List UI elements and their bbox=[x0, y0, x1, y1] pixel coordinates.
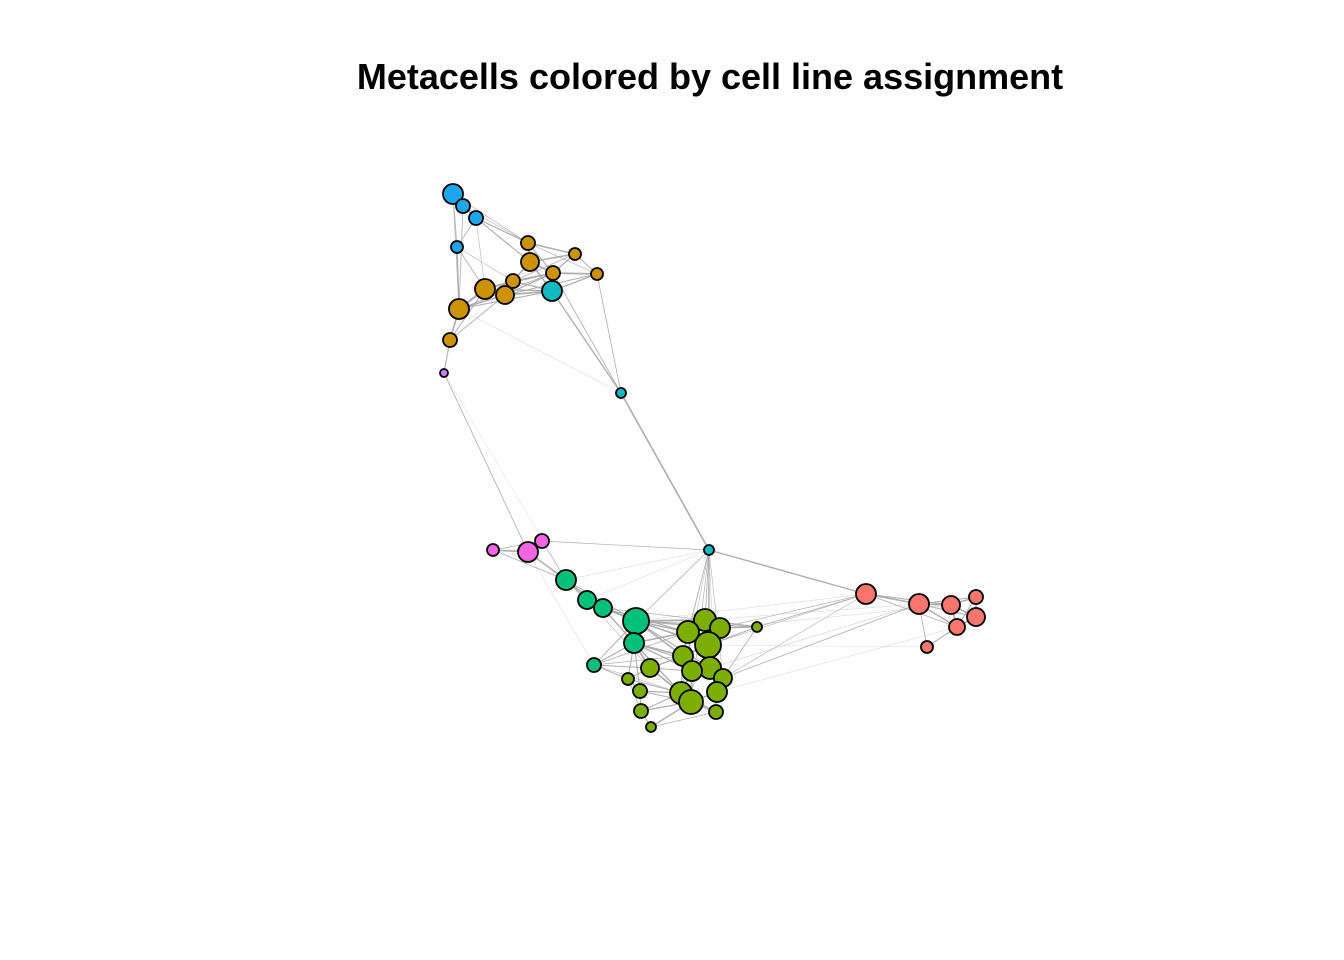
metacell-node-blue bbox=[455, 198, 471, 214]
graph-edge bbox=[593, 549, 710, 666]
graph-edge bbox=[722, 603, 920, 679]
graph-edge bbox=[458, 308, 622, 394]
graph-edge bbox=[620, 392, 710, 551]
metacell-node-salmon bbox=[966, 607, 986, 627]
metacell-node-olive bbox=[640, 658, 660, 678]
metacell-node-salmon bbox=[948, 618, 966, 636]
graph-edge bbox=[722, 626, 758, 679]
metacell-node-gold bbox=[568, 247, 582, 261]
metacell-node-gold bbox=[520, 252, 540, 272]
metacell-node-gold bbox=[590, 267, 604, 281]
graph-edge bbox=[709, 603, 920, 669]
graph-edge bbox=[458, 205, 464, 310]
metacell-node-blue bbox=[468, 210, 484, 226]
metacell-node-salmon bbox=[920, 640, 934, 654]
graph-edge bbox=[716, 626, 958, 693]
graph-edge bbox=[635, 620, 711, 669]
metacell-node-teal bbox=[541, 280, 563, 302]
graph-edge bbox=[527, 242, 576, 255]
graph-edge bbox=[492, 549, 567, 581]
metacell-node-salmon bbox=[941, 595, 961, 615]
metacell-node-gold bbox=[448, 298, 470, 320]
metacell-node-blue bbox=[450, 240, 464, 254]
graph-edge bbox=[708, 549, 724, 679]
metacell-node-olive bbox=[681, 660, 703, 682]
metacell-node-olive bbox=[621, 672, 635, 686]
graph-edge bbox=[586, 549, 710, 601]
metacell-node-magenta bbox=[517, 541, 539, 563]
graph-edge bbox=[475, 217, 486, 290]
graph-edge bbox=[593, 655, 684, 666]
graph-edge bbox=[551, 290, 622, 394]
metacell-node-olive bbox=[633, 703, 649, 719]
metacell-node-violet bbox=[439, 368, 449, 378]
metacell-node-salmon bbox=[908, 593, 930, 615]
metacell-node-gold bbox=[520, 235, 536, 251]
graph-edge bbox=[475, 217, 531, 263]
graph-edge bbox=[512, 253, 576, 282]
graph-edge bbox=[602, 607, 706, 621]
graph-edge bbox=[719, 593, 867, 629]
graph-edge bbox=[707, 593, 867, 646]
graph-edge bbox=[456, 246, 514, 282]
graph-nodes bbox=[439, 183, 986, 733]
metacell-node-olive bbox=[645, 721, 657, 733]
graph-edge bbox=[707, 644, 928, 648]
graph-edge bbox=[492, 540, 543, 551]
graph-edge bbox=[475, 217, 529, 244]
graph-edge bbox=[593, 664, 682, 694]
metacell-node-olive bbox=[708, 704, 724, 720]
graph-edge bbox=[708, 549, 867, 595]
graph-edge bbox=[756, 593, 867, 628]
chart-title: Metacells colored by cell line assignmen… bbox=[356, 56, 1064, 97]
metacell-node-teal bbox=[703, 544, 715, 556]
metacell-node-olive bbox=[751, 621, 763, 633]
metacell-node-olive bbox=[706, 681, 728, 703]
metacell-node-gold bbox=[495, 285, 515, 305]
metacell-node-green bbox=[586, 657, 602, 673]
graph-edge bbox=[865, 593, 952, 606]
metacell-node-gold bbox=[545, 265, 561, 281]
metacell-node-green bbox=[577, 590, 597, 610]
graph-edge bbox=[484, 288, 553, 292]
graph-edge bbox=[443, 372, 567, 581]
graph-edge bbox=[704, 603, 920, 621]
metacell-node-salmon bbox=[855, 583, 877, 605]
graph-edge bbox=[635, 549, 710, 622]
graph-edge bbox=[527, 551, 595, 666]
graph-edge bbox=[596, 273, 622, 394]
metacell-node-green bbox=[555, 569, 577, 591]
graph-edge bbox=[443, 372, 529, 553]
metacell-node-olive bbox=[694, 631, 722, 659]
metacell-node-olive bbox=[632, 683, 648, 699]
metacell-node-gold bbox=[474, 278, 496, 300]
graph-edge bbox=[449, 294, 506, 341]
graph-edge bbox=[722, 593, 867, 679]
metacell-node-blue bbox=[442, 183, 464, 205]
metacell-node-olive bbox=[676, 620, 700, 644]
graph-edge bbox=[565, 549, 710, 581]
graph-edge bbox=[650, 711, 717, 728]
metacell-node-teal bbox=[615, 387, 627, 399]
metacell-node-gold bbox=[442, 332, 458, 348]
metacell-node-olive bbox=[678, 689, 704, 715]
metacell-node-green bbox=[623, 632, 645, 654]
metacell-node-green bbox=[593, 598, 613, 618]
metacell-node-gold bbox=[505, 273, 521, 289]
metacell-node-magenta bbox=[534, 533, 550, 549]
metacell-node-magenta bbox=[486, 543, 500, 557]
graph-edge bbox=[552, 272, 622, 394]
graph-edge bbox=[635, 593, 867, 622]
metacell-node-salmon bbox=[968, 589, 984, 605]
graph-edge bbox=[541, 540, 710, 551]
graph-edge bbox=[527, 242, 598, 275]
metacell-node-green bbox=[622, 607, 650, 635]
